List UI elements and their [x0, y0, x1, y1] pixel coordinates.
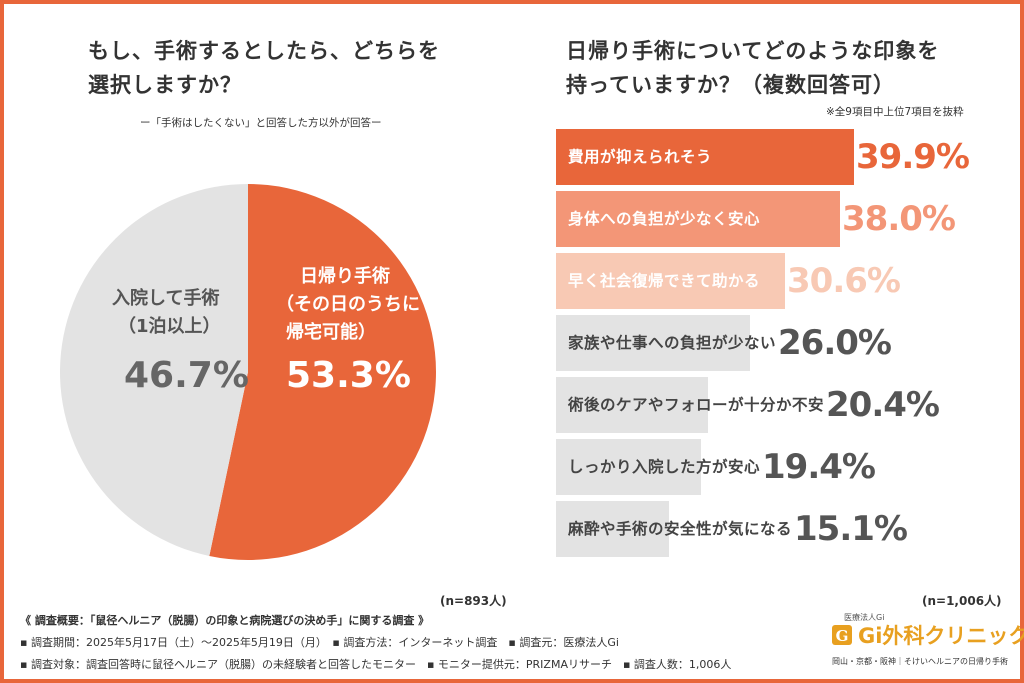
- bar-label-6: しっかり入院した方が安心: [568, 458, 761, 476]
- right-n-label: (n=1,006人): [922, 594, 1002, 608]
- left-title-line1: もし、手術するとしたら、どちらを: [88, 39, 440, 63]
- pie-label-2-value: 46.7%: [124, 355, 249, 396]
- bar-value-6: 19.4%: [762, 447, 876, 487]
- bar-value-2: 38.0%: [842, 199, 956, 239]
- logo-org: 医療法人Gi: [844, 613, 885, 622]
- pie-label-1-line-3: 帰宅可能）: [286, 322, 376, 343]
- pie-label-1-line-1: 日帰り手術: [300, 266, 390, 287]
- left-n-label: (n=893人): [440, 594, 507, 608]
- pie-slice-1: [209, 184, 436, 560]
- bar-label-5: 術後のケアやフォローが十分か不安: [568, 396, 825, 414]
- bar-5: [556, 377, 708, 433]
- bar-value-3: 30.6%: [787, 261, 901, 301]
- bar-value-4: 26.0%: [778, 323, 892, 363]
- right-title-line2: 持っていますか？（複数回答可）: [566, 73, 895, 97]
- bar-6: [556, 439, 701, 495]
- bar-3: [556, 253, 785, 309]
- right-title-line1: 日帰り手術についてどのような印象を: [566, 39, 940, 63]
- bar-value-7: 15.1%: [794, 509, 908, 549]
- bar-label-4: 家族や仕事への負担が少ない: [568, 334, 777, 352]
- bar-4: [556, 315, 750, 371]
- bar-label-7: 麻酔や手術の安全性が気になる: [568, 520, 793, 538]
- bar-7: [556, 501, 669, 557]
- pie-label-2-line-1: 入院して手術: [112, 288, 220, 309]
- pie-label-2-line-2: （1泊以上）: [118, 316, 221, 337]
- footer-line-2: ▪ 調査期間：2025年5月17日（土）～2025年5月19日（月） ▪ 調査方…: [20, 636, 619, 649]
- pie-label-1-line-2: （その日のうちに: [276, 294, 420, 315]
- right-note: ※全9項目中上位7項目を抜粋: [826, 106, 964, 118]
- bar-value-5: 20.4%: [826, 385, 940, 425]
- bar-value-1: 39.9%: [856, 137, 970, 177]
- logo-name: Gi外科クリニック: [858, 624, 1024, 648]
- left-title-line2: 選択しますか？: [88, 73, 242, 97]
- svg-text:G: G: [836, 627, 849, 645]
- bar-label-1: 費用が抑えられそう: [568, 148, 713, 166]
- pie-label-1-value: 53.3%: [286, 355, 411, 396]
- logo-mark-icon: G: [832, 625, 852, 645]
- bar-1: [556, 129, 854, 185]
- clinic-logo: 医療法人Gi G Gi外科クリニック 岡山・京都・阪神｜そけいヘルニアの日帰り手…: [830, 612, 1024, 672]
- pie-slice-2: [60, 184, 248, 556]
- bar-label-3: 早く社会復帰できて助かる: [568, 272, 761, 290]
- footer-heading: 《 調査概要：「鼠径ヘルニア（脱腸）の印象と病院選びの決め手」に関する調査 》: [20, 614, 430, 627]
- bar-label-2: 身体への負担が少なく安心: [568, 210, 761, 228]
- footer-line-3: ▪ 調査対象：調査回答時に鼠径ヘルニア（脱腸）の未経験者と回答したモニター ▪ …: [20, 658, 732, 671]
- bar-2: [556, 191, 840, 247]
- left-subtitle: ー「手術はしたくない」と回答した方以外が回答ー: [140, 117, 382, 129]
- logo-tagline: 岡山・京都・阪神｜そけいヘルニアの日帰り手術: [832, 657, 1008, 666]
